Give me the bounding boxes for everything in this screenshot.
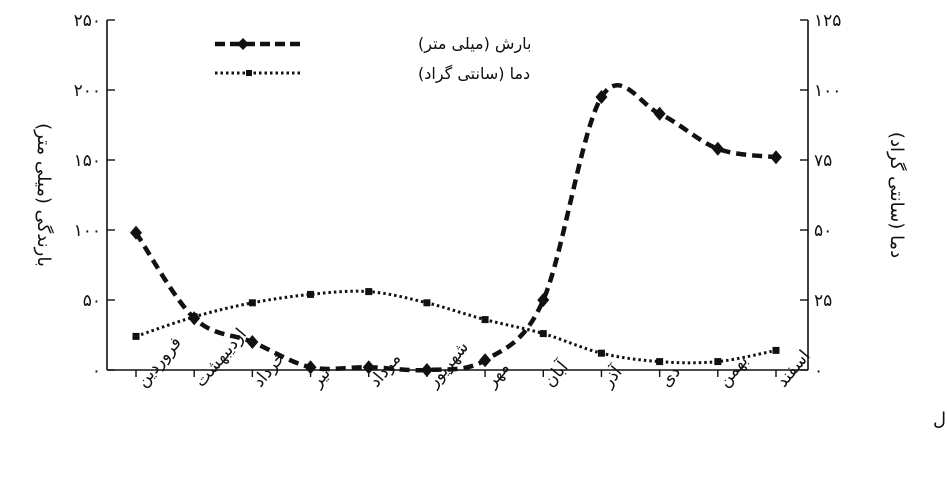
series-line-precipitation xyxy=(134,83,777,373)
precipitation-point xyxy=(304,360,317,375)
temperature-point xyxy=(656,358,664,366)
legend-marker-precipitation xyxy=(237,38,249,50)
precipitation-point xyxy=(537,293,550,307)
left-tick-label: ۱۵۰ xyxy=(74,151,101,171)
left-tick-label: ۵۰ xyxy=(83,291,101,311)
temperature-point xyxy=(539,330,547,338)
right-axis-ticks: ۰ ۲۵ ۵۰ ۷۵ ۱۰۰ ۱۲۵ xyxy=(800,11,841,381)
precipitation-point xyxy=(711,141,724,156)
precipitation-point xyxy=(362,360,375,375)
left-tick-label: ۲۵۰ xyxy=(74,11,101,31)
right-axis-title: دما (سانتی گراد) xyxy=(886,132,908,258)
precipitation-point xyxy=(130,225,142,240)
right-tick-label: ۷۵ xyxy=(814,151,832,171)
precipitation-point xyxy=(246,335,259,349)
left-axis-ticks: ۰ ۵۰ ۱۰۰ ۱۵۰ ۲۰۰ ۲۵۰ xyxy=(74,11,115,381)
right-tick-label: ۵۰ xyxy=(814,221,832,241)
temperature-point xyxy=(481,316,489,324)
legend-label-precipitation: بارش (میلی متر) xyxy=(418,34,532,54)
x-category-label: فروردین xyxy=(133,333,186,391)
right-tick-label: ۲۵ xyxy=(814,291,832,311)
x-category-label: آذر xyxy=(596,360,627,392)
precipitation-point xyxy=(595,90,608,104)
left-tick-label: ۱۰۰ xyxy=(74,221,101,241)
series-line-temperature xyxy=(135,289,777,365)
right-tick-label: ۰ xyxy=(814,361,823,381)
precipitation-point xyxy=(770,150,782,165)
x-category-label: شهریور xyxy=(423,338,473,392)
left-axis-title: بارندگی (میلی متر) xyxy=(33,123,55,267)
temperature-point xyxy=(365,288,373,296)
precipitation-point xyxy=(653,106,666,121)
left-tick-label: ۰ xyxy=(92,361,101,381)
legend-marker-temperature xyxy=(246,70,252,76)
temperature-point xyxy=(772,346,780,354)
legend: بارش (میلی متر) دما (سانتی گراد) xyxy=(215,34,532,84)
right-tick-label: ۱۲۵ xyxy=(814,11,841,31)
x-category-label: بهمن xyxy=(714,351,752,391)
temperature-point xyxy=(307,290,315,298)
right-tick-label: ۱۰۰ xyxy=(814,81,841,101)
precipitation-point xyxy=(188,311,201,326)
x-category-label: دی xyxy=(656,362,685,391)
left-tick-label: ۲۰۰ xyxy=(74,81,101,101)
x-axis-title: ماههای سال xyxy=(933,409,947,430)
x-category-label: آبان xyxy=(538,355,573,391)
precipitation-point xyxy=(479,353,492,368)
temperature-point xyxy=(714,358,722,366)
temperature-point xyxy=(423,299,431,307)
series-layer xyxy=(130,83,782,377)
precipitation-point xyxy=(420,363,433,377)
temperature-point xyxy=(248,299,256,307)
temperature-point xyxy=(597,349,605,357)
temperature-point xyxy=(132,332,140,340)
legend-label-temperature: دما (سانتی گراد) xyxy=(418,64,530,84)
